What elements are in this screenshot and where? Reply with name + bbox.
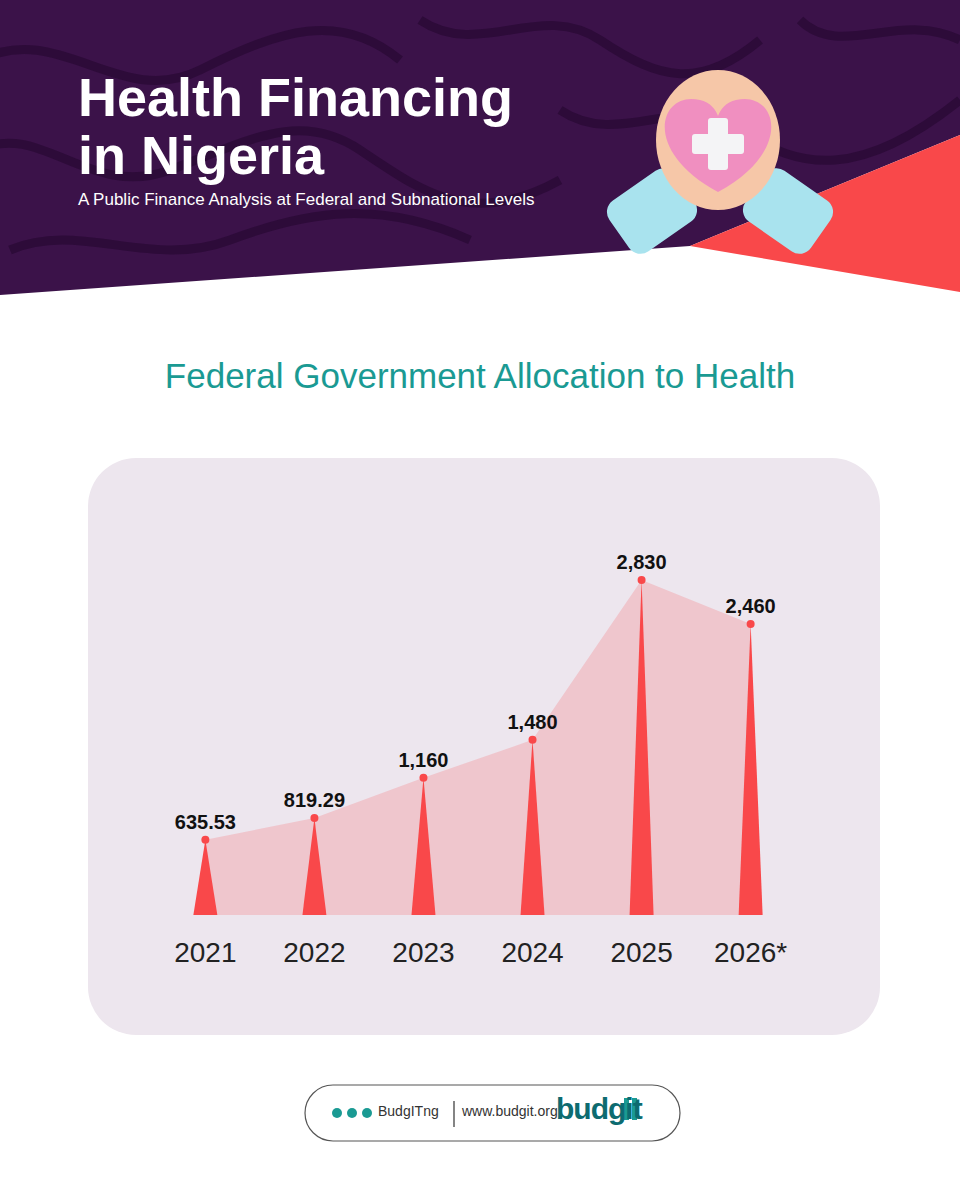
html-text:A Public Finance Analysis at F: A Public Finance Analysis at Federal and… [78,190,535,209]
html-text:BudgITng: BudgITng [378,1103,439,1119]
svg-text:2025: 2025 [610,937,672,968]
html-text:Federal Government Allocation: Federal Government Allocation to Health [164,356,796,395]
svg-text:2,460: 2,460 [726,595,776,617]
svg-text:819.29: 819.29 [284,789,345,811]
html-text:budgit: budgit [556,1092,642,1125]
svg-text:2021: 2021 [174,937,236,968]
svg-text:1,160: 1,160 [398,749,448,771]
svg-text:2023: 2023 [392,937,454,968]
html-text:in Nigeria: in Nigeria [78,125,325,185]
svg-text:2022: 2022 [283,937,345,968]
svg-text:2,830: 2,830 [617,551,667,573]
svg-text:635.53: 635.53 [175,811,236,833]
html-text:www.budgit.org: www.budgit.org [462,1103,558,1119]
svg-text:1,480: 1,480 [507,711,557,733]
svg-text:2024: 2024 [501,937,563,968]
svg-text:2026*: 2026* [714,937,787,968]
html-text:Health Financing: Health Financing [78,67,513,127]
